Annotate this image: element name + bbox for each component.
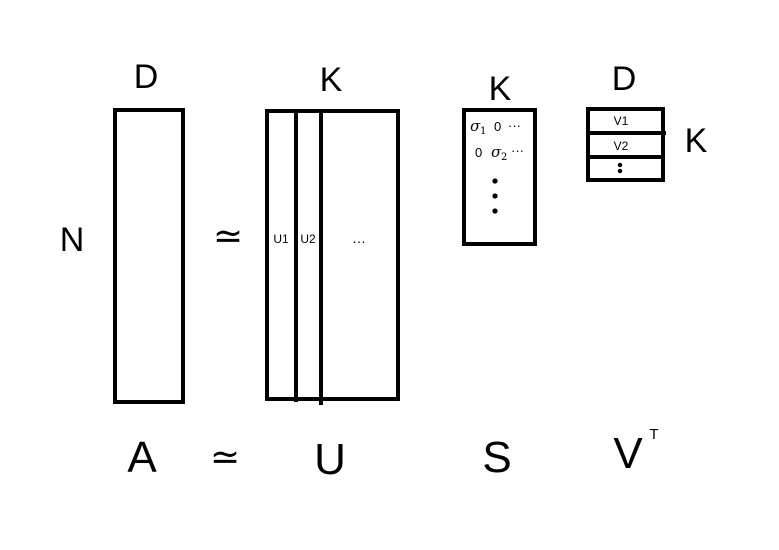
matrix-v-dot-2 bbox=[617, 168, 623, 174]
matrix-s-row2-dots: ··· bbox=[511, 143, 524, 158]
matrix-v-col-dim-label: D bbox=[612, 60, 637, 98]
matrix-v-row-label-2: V2 bbox=[614, 139, 629, 153]
matrix-u-bottom-label: U bbox=[314, 435, 346, 484]
matrix-v-superscript: T bbox=[649, 426, 658, 443]
matrix-a-box bbox=[113, 108, 185, 404]
matrix-u-column-label-2: U2 bbox=[300, 232, 316, 246]
matrix-s: K σ 1 0 ··· 0 σ 2 ··· S bbox=[462, 70, 537, 482]
matrix-s-row2-zero: 0 bbox=[475, 145, 482, 160]
matrix-v: D K V1 V2 V T bbox=[586, 60, 708, 478]
matrix-v-dot-1 bbox=[617, 162, 623, 168]
matrix-s-vertical-dot-2 bbox=[492, 193, 498, 199]
matrix-s-vertical-dot-3 bbox=[492, 208, 498, 214]
matrix-v-bottom-label: V bbox=[613, 429, 643, 478]
matrix-s-bottom-label: S bbox=[482, 433, 511, 482]
matrix-s-box bbox=[462, 108, 537, 246]
approx-symbol-bottom: ≃ bbox=[210, 436, 240, 477]
matrix-u-ellipsis: … bbox=[352, 230, 366, 246]
matrix-s-row1-zero: 0 bbox=[494, 119, 501, 134]
matrix-u-col-dim-label: K bbox=[320, 61, 343, 99]
matrix-a-row-dim-label: N bbox=[60, 221, 85, 259]
matrix-v-row-dim-label: K bbox=[685, 122, 708, 160]
matrix-s-sigma-1: σ bbox=[470, 117, 481, 135]
matrix-s-sigma-2: σ bbox=[491, 143, 502, 161]
matrix-s-sigma-2-subscript: 2 bbox=[501, 152, 507, 163]
matrix-s-vertical-dot-1 bbox=[492, 178, 498, 184]
matrix-u-column-label-1: U1 bbox=[273, 232, 289, 246]
matrix-v-box bbox=[586, 107, 665, 182]
matrix-v-row-label-1: V1 bbox=[614, 114, 629, 128]
matrix-u-box bbox=[265, 109, 400, 401]
matrix-s-row1-dots: ··· bbox=[508, 118, 521, 133]
matrix-u: K U1 U2 … U bbox=[265, 61, 400, 484]
matrix-a-bottom-label: A bbox=[127, 433, 157, 482]
approx-symbol-top: ≃ bbox=[213, 215, 243, 256]
matrix-a: D N A bbox=[60, 58, 185, 482]
matrix-a-col-dim-label: D bbox=[134, 58, 159, 96]
matrix-s-sigma-1-subscript: 1 bbox=[480, 126, 486, 137]
matrix-s-dim-label: K bbox=[489, 70, 512, 108]
